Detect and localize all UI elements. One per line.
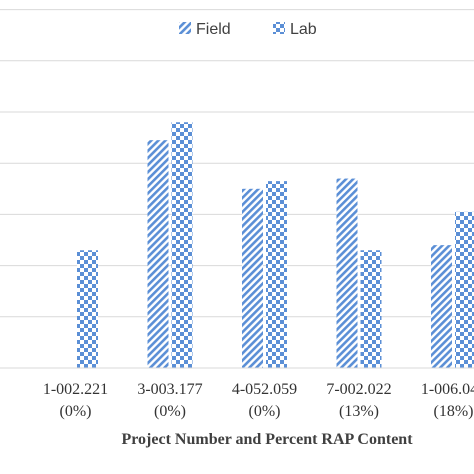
x-tick-label-rap: (0%) bbox=[60, 403, 92, 420]
x-tick-label-rap: (0%) bbox=[154, 403, 186, 420]
x-tick-label-project: 1-006.042 bbox=[421, 381, 474, 398]
bar-lab bbox=[171, 122, 193, 369]
bar-lab bbox=[360, 250, 382, 368]
x-tick-label-project: 4-052.059 bbox=[232, 381, 297, 398]
bar-field bbox=[431, 245, 452, 368]
bar-field bbox=[242, 188, 263, 368]
x-tick-label-rap: (13%) bbox=[339, 403, 379, 420]
legend-label-field: Field bbox=[196, 21, 231, 38]
bar-lab bbox=[455, 211, 474, 368]
legend-label-lab: Lab bbox=[290, 21, 317, 38]
bar-lab bbox=[266, 181, 287, 368]
x-axis-title: Project Number and Percent RAP Content bbox=[121, 431, 413, 448]
legend-item-field: Field bbox=[179, 21, 231, 38]
bar-field bbox=[147, 140, 169, 368]
bar-lab bbox=[77, 250, 98, 368]
gridlines bbox=[0, 9, 474, 318]
x-tick-label-project: 7-002.022 bbox=[326, 381, 391, 398]
x-tick-label-project: 3-003.177 bbox=[137, 381, 202, 398]
legend-swatch-field bbox=[179, 22, 191, 34]
legend-item-lab: Lab bbox=[273, 21, 317, 38]
x-tick-label-rap: (0%) bbox=[249, 403, 281, 420]
legend-swatch-lab bbox=[273, 22, 285, 34]
x-tick-label-project: 1-002.221 bbox=[43, 381, 108, 398]
bar-field bbox=[336, 178, 358, 368]
legend: Field Lab bbox=[179, 21, 317, 38]
bars bbox=[77, 122, 474, 369]
x-tick-label-rap: (18%) bbox=[434, 403, 474, 420]
x-tick-labels: 1-002.221 (0%) 3-003.177 (0%) 4-052.059 (0%) 7… bbox=[43, 381, 474, 420]
